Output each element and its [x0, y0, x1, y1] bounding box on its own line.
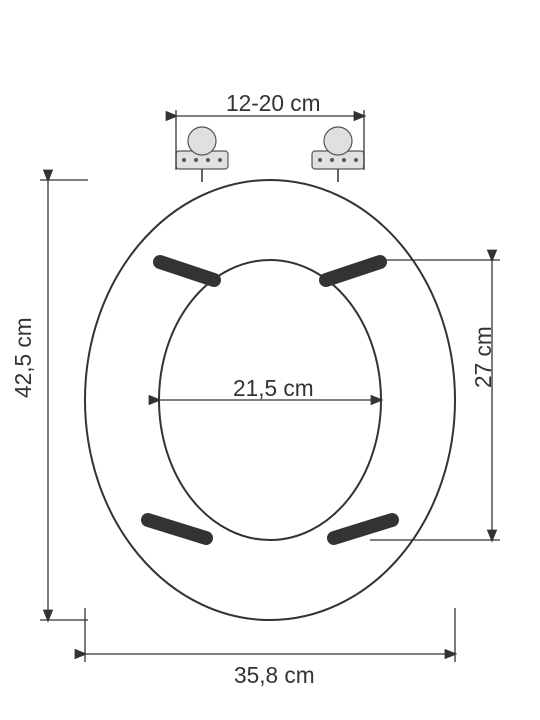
- dim-inner-height: 27 cm: [470, 326, 497, 388]
- dim-outer-width: 35,8 cm: [234, 662, 315, 689]
- dim-inner-width: 21,5 cm: [233, 375, 314, 402]
- dim-outer-height: 42,5 cm: [10, 317, 37, 398]
- dim-hinge-spacing: 12-20 cm: [226, 90, 320, 117]
- diagram-canvas: 12-20 cm 21,5 cm 27 cm 42,5 cm 35,8 cm: [0, 0, 540, 720]
